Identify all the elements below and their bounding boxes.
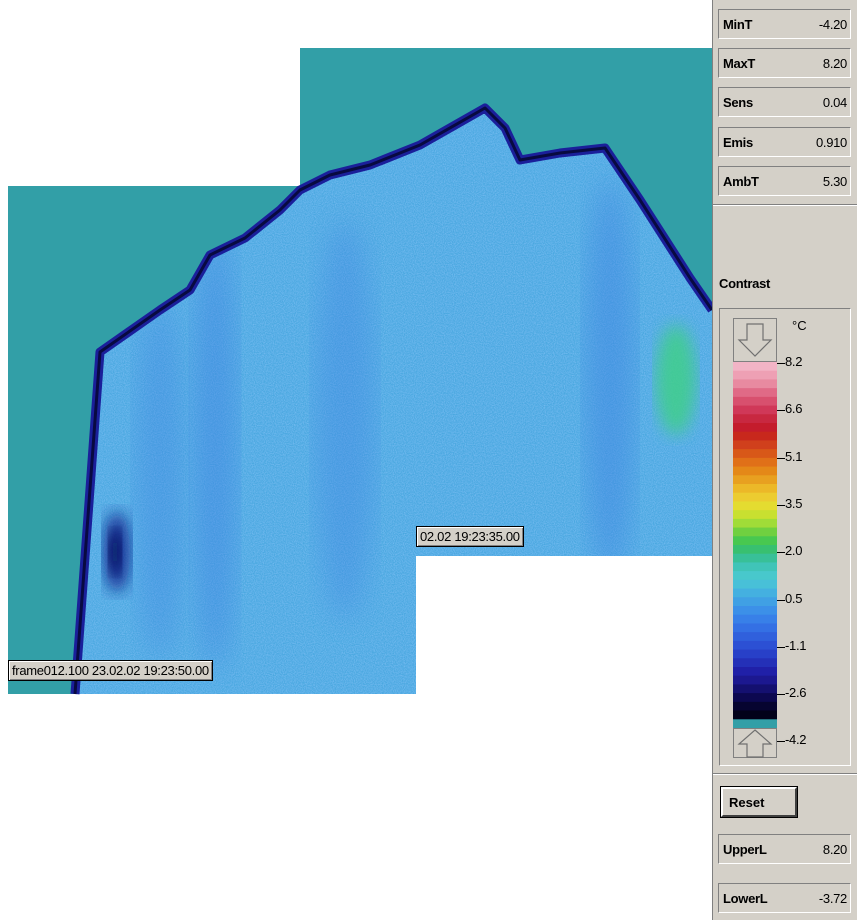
scale-tick — [777, 410, 785, 412]
scale-color-band — [733, 588, 777, 598]
upper-limit-value: 8.20 — [822, 841, 847, 857]
scale-tick — [777, 599, 785, 601]
scale-color-band — [733, 431, 777, 442]
scale-color-band — [733, 606, 777, 616]
scale-color-band — [733, 684, 777, 694]
scale-color-band — [733, 370, 777, 381]
scale-color-band — [733, 501, 777, 511]
scale-color-band — [733, 414, 777, 424]
lower-limit-label: LowerL — [723, 890, 768, 906]
scale-label: -1.1 — [785, 637, 807, 653]
scale-color-band — [733, 675, 777, 686]
param-mint-value: -4.20 — [818, 16, 847, 32]
scale-color-band — [733, 484, 777, 494]
scale-color-band — [733, 710, 777, 720]
scale-color-band — [733, 640, 777, 651]
param-sens[interactable]: Sens 0.04 — [718, 87, 851, 117]
param-ambt-label: AmbT — [723, 173, 759, 189]
scale-color-band — [733, 614, 777, 625]
scale-color-band — [733, 597, 777, 607]
scale-color-band — [733, 632, 777, 642]
scale-color-band — [733, 571, 777, 581]
scale-color-band — [733, 536, 777, 546]
scale-color-band — [733, 449, 777, 459]
contrast-title: Contrast — [719, 276, 771, 291]
scale-tick — [777, 363, 785, 364]
scale-color-band — [733, 658, 777, 668]
scale-tick — [777, 552, 785, 554]
scale-color-band — [733, 492, 777, 503]
arrow-down-icon[interactable] — [733, 318, 777, 362]
scale-label: 2.0 — [785, 543, 803, 559]
param-emis-value: 0.910 — [815, 134, 847, 150]
scale-color-band — [733, 579, 777, 590]
upper-limit-label: UpperL — [723, 841, 767, 857]
upper-limit[interactable]: UpperL 8.20 — [718, 834, 851, 864]
lower-limit[interactable]: LowerL -3.72 — [718, 883, 851, 913]
scale-label: -4.2 — [785, 732, 807, 748]
contrast-scale-box — [719, 308, 851, 766]
scale-color-band — [733, 719, 777, 728]
control-panel: MinT -4.20 MaxT 8.20 Sens 0.04 Emis 0.91… — [712, 0, 857, 920]
front-frame-label: frame012.100 23.02.02 19:23:50.00 — [8, 660, 213, 681]
scale-tick — [777, 504, 785, 506]
scale-label: -2.6 — [785, 685, 807, 701]
scale-color-band — [733, 423, 777, 433]
lower-limit-value: -3.72 — [818, 890, 847, 906]
separator — [713, 204, 857, 206]
scale-color-band — [733, 649, 777, 659]
scale-color-band — [733, 388, 777, 398]
thermal-image-viewport[interactable]: frame012.100 23.02.02 19:23:50.00 02.02 … — [0, 0, 712, 920]
scale-tick — [777, 741, 785, 743]
reset-button[interactable]: Reset — [720, 786, 798, 818]
scale-color-band — [733, 475, 777, 485]
scale-color-band — [733, 362, 777, 372]
separator — [713, 773, 857, 775]
scale-label: 8.2 — [785, 354, 803, 369]
param-mint[interactable]: MinT -4.20 — [718, 9, 851, 39]
param-maxt-label: MaxT — [723, 55, 756, 71]
scale-color-band — [733, 527, 777, 537]
param-mint-label: MinT — [723, 16, 753, 32]
scale-color-band — [733, 545, 777, 555]
scale-unit: °C — [792, 318, 807, 333]
scale-color-band — [733, 562, 777, 572]
scale-label: 3.5 — [785, 495, 803, 511]
param-emis[interactable]: Emis 0.910 — [718, 127, 851, 157]
scale-color-band — [733, 405, 777, 415]
param-sens-value: 0.04 — [822, 94, 847, 110]
scale-color-band — [733, 440, 777, 450]
scale-color-band — [733, 693, 777, 703]
color-scale-bar — [733, 362, 777, 728]
scale-color-band — [733, 667, 777, 677]
scale-color-band — [733, 701, 777, 712]
scale-color-band — [733, 466, 777, 476]
thermal-image — [8, 48, 712, 695]
scale-color-band — [733, 553, 777, 564]
param-maxt-value: 8.20 — [822, 55, 847, 71]
param-emis-label: Emis — [723, 134, 753, 150]
scale-color-band — [733, 457, 777, 468]
param-maxt[interactable]: MaxT 8.20 — [718, 48, 851, 78]
scale-color-band — [733, 379, 777, 389]
scale-label: 0.5 — [785, 590, 803, 606]
scale-tick — [777, 646, 785, 648]
scale-label: 6.6 — [785, 401, 803, 417]
param-ambt[interactable]: AmbT 5.30 — [718, 166, 851, 196]
scale-tick — [777, 457, 785, 459]
scale-color-band — [733, 396, 777, 407]
back-frame-label: 02.02 19:23:35.00 — [416, 526, 524, 547]
scale-color-band — [733, 518, 777, 529]
scale-label: 5.1 — [785, 448, 803, 464]
scale-tick — [777, 694, 785, 696]
param-ambt-value: 5.30 — [822, 173, 847, 189]
scale-color-band — [733, 510, 777, 520]
arrow-up-icon[interactable] — [733, 728, 777, 758]
scale-color-band — [733, 623, 777, 633]
param-sens-label: Sens — [723, 94, 753, 110]
